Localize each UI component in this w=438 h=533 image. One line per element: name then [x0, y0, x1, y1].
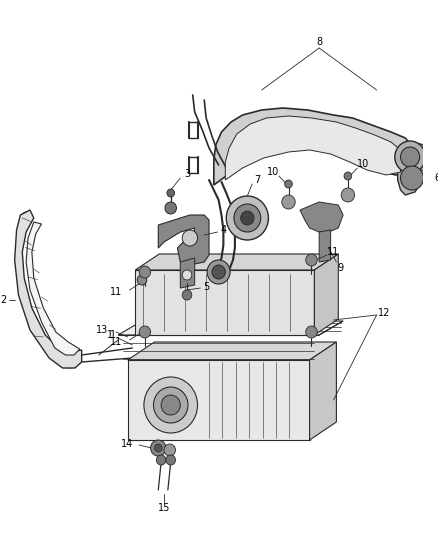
Circle shape — [161, 395, 180, 415]
Polygon shape — [398, 162, 420, 195]
Circle shape — [400, 147, 420, 167]
Text: 14: 14 — [121, 439, 134, 449]
Circle shape — [137, 275, 147, 285]
Circle shape — [164, 444, 176, 456]
Polygon shape — [135, 270, 314, 335]
Circle shape — [156, 455, 166, 465]
Text: 8: 8 — [316, 37, 322, 47]
Polygon shape — [413, 142, 429, 172]
Polygon shape — [180, 258, 194, 288]
Polygon shape — [26, 222, 80, 355]
Polygon shape — [135, 254, 338, 270]
Text: 11: 11 — [110, 337, 122, 347]
Circle shape — [182, 230, 198, 246]
Circle shape — [207, 260, 230, 284]
Polygon shape — [14, 210, 81, 368]
Polygon shape — [300, 202, 343, 232]
Polygon shape — [158, 215, 209, 265]
Circle shape — [240, 211, 254, 225]
Circle shape — [212, 265, 225, 279]
Circle shape — [344, 172, 352, 180]
Polygon shape — [319, 230, 331, 262]
Circle shape — [167, 189, 175, 197]
Circle shape — [282, 195, 295, 209]
Text: 12: 12 — [378, 308, 390, 318]
Text: 13: 13 — [96, 325, 109, 335]
Text: 11: 11 — [327, 247, 339, 257]
Circle shape — [306, 326, 317, 338]
Polygon shape — [127, 342, 336, 360]
Text: 4: 4 — [220, 225, 226, 235]
Polygon shape — [214, 108, 413, 185]
Polygon shape — [127, 360, 310, 440]
Circle shape — [226, 196, 268, 240]
Text: 11: 11 — [110, 287, 122, 297]
Polygon shape — [225, 116, 400, 180]
Circle shape — [182, 290, 192, 300]
Polygon shape — [319, 321, 343, 335]
Circle shape — [182, 270, 192, 280]
Text: 10: 10 — [357, 159, 369, 169]
Circle shape — [166, 455, 176, 465]
Text: 2: 2 — [1, 295, 7, 305]
Text: 6: 6 — [434, 173, 438, 183]
Circle shape — [234, 204, 261, 232]
Text: 3: 3 — [184, 169, 190, 179]
Circle shape — [151, 440, 166, 456]
Circle shape — [144, 377, 198, 433]
Circle shape — [139, 266, 151, 278]
Circle shape — [341, 188, 355, 202]
Text: 1: 1 — [107, 330, 113, 340]
Circle shape — [285, 180, 292, 188]
Text: 1: 1 — [110, 330, 117, 340]
Polygon shape — [314, 254, 338, 335]
Text: 7: 7 — [254, 175, 260, 185]
Text: 9: 9 — [337, 263, 343, 273]
Circle shape — [153, 387, 188, 423]
Circle shape — [155, 444, 162, 452]
Text: 15: 15 — [158, 503, 170, 513]
Circle shape — [306, 254, 317, 266]
Circle shape — [165, 202, 177, 214]
Circle shape — [400, 166, 424, 190]
Circle shape — [139, 326, 151, 338]
Text: 5: 5 — [203, 282, 209, 292]
Text: 10: 10 — [267, 167, 279, 177]
Circle shape — [395, 141, 425, 173]
Polygon shape — [310, 342, 336, 440]
Polygon shape — [118, 321, 343, 335]
